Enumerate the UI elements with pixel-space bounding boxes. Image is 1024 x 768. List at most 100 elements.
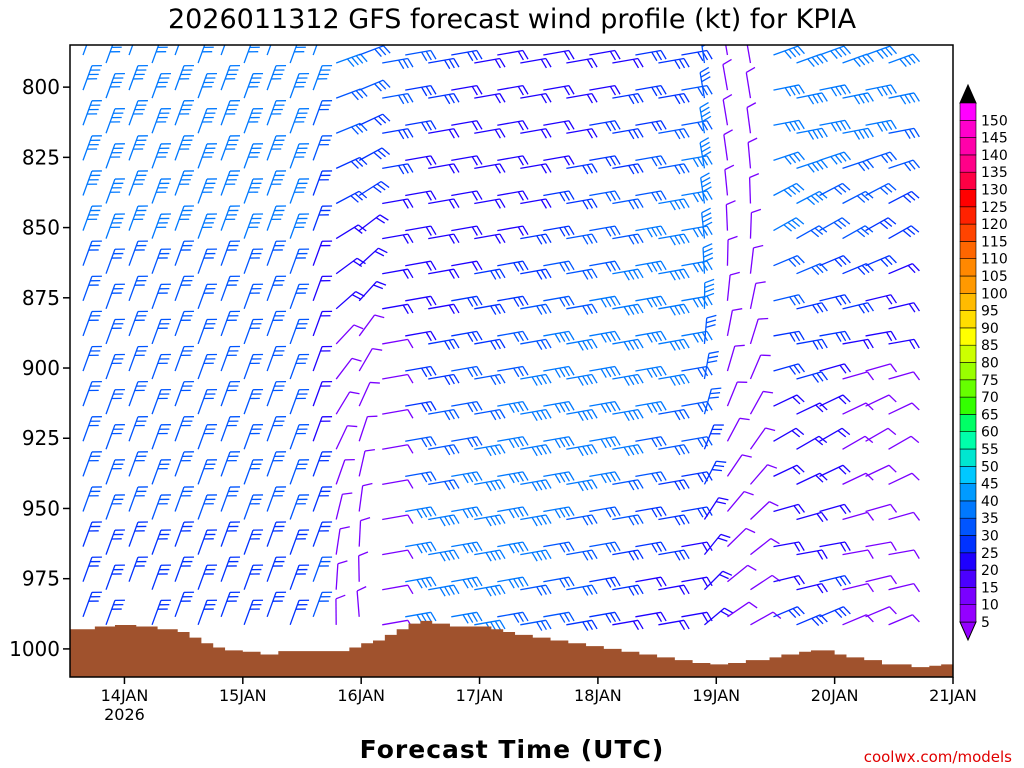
wind-barb <box>726 527 756 548</box>
wind-barb <box>543 155 575 166</box>
wind-barb <box>474 268 506 280</box>
wind-barb <box>382 268 414 279</box>
wind-barb <box>888 614 920 626</box>
wind-barb <box>842 190 874 205</box>
wind-barb <box>589 436 621 449</box>
wind-barb <box>197 213 217 239</box>
wind-barb <box>748 173 760 204</box>
wind-barb <box>612 549 644 561</box>
wind-barb <box>128 205 148 231</box>
colorbar-swatch <box>959 154 977 173</box>
wind-barb <box>428 198 460 209</box>
wind-barb <box>382 57 414 70</box>
wind-barb <box>497 120 529 131</box>
wind-barb <box>105 72 125 99</box>
wind-barb <box>220 416 241 442</box>
wind-barb <box>82 556 102 582</box>
wind-barb <box>335 492 353 520</box>
wind-barb <box>220 310 241 337</box>
wind-barb <box>635 365 667 378</box>
wind-barb <box>289 72 310 99</box>
wind-barb <box>197 178 217 204</box>
wind-barb <box>701 207 713 239</box>
wind-barb <box>819 84 851 97</box>
wind-barb <box>451 295 483 307</box>
wind-barb <box>635 541 667 553</box>
wind-barb <box>174 486 194 512</box>
wind-barb <box>474 373 506 386</box>
wind-barb <box>312 556 333 582</box>
wind-barb <box>312 135 333 161</box>
wind-barb <box>266 64 287 91</box>
wind-barb <box>566 198 598 210</box>
colorbar-label: 30 <box>981 529 999 545</box>
wind-barb <box>865 217 897 232</box>
y-tick-label: 1000 <box>9 637 60 661</box>
wind-barb <box>635 330 667 343</box>
wind-barb <box>865 45 897 59</box>
wind-barb <box>520 584 552 596</box>
wind-barb <box>726 417 750 442</box>
wind-barb <box>749 390 774 415</box>
wind-barb <box>635 401 667 414</box>
wind-barb <box>703 460 727 485</box>
wind-barb <box>681 330 713 343</box>
wind-barb <box>382 584 414 595</box>
x-year-label: 2026 <box>104 705 145 724</box>
wind-barb <box>658 163 690 175</box>
wind-barb <box>289 388 310 415</box>
wind-barb <box>266 205 287 231</box>
wind-barb <box>746 45 752 64</box>
wind-barb <box>335 53 368 67</box>
wind-barb <box>635 436 667 448</box>
wind-barb <box>105 353 125 380</box>
wind-barb <box>888 159 921 172</box>
wind-barb <box>725 45 729 56</box>
wind-barb <box>289 529 310 555</box>
wind-barb <box>566 514 598 526</box>
wind-barb <box>701 45 707 64</box>
wind-barb <box>243 213 264 239</box>
wind-barb <box>842 225 874 240</box>
wind-barb <box>796 127 828 140</box>
wind-barb <box>589 155 621 167</box>
wind-barb <box>312 380 333 407</box>
wind-barb <box>749 244 764 274</box>
colorbar-label: 5 <box>981 615 990 631</box>
wind-barb <box>451 365 483 378</box>
wind-barb <box>543 120 575 131</box>
wind-barb <box>220 521 241 547</box>
wind-barb <box>773 330 805 342</box>
wind-barb <box>888 53 921 67</box>
x-tick-label: 21JAN <box>929 686 977 705</box>
wind-barb <box>612 373 644 386</box>
wind-barb <box>589 506 621 518</box>
wind-barb <box>128 451 148 477</box>
wind-barb <box>289 318 310 345</box>
wind-barb <box>726 381 748 407</box>
wind-barb <box>727 564 757 583</box>
wind-barb <box>358 45 391 58</box>
colorbar-label: 125 <box>981 200 1008 216</box>
colorbar-swatch <box>959 189 977 208</box>
y-tick-label: 975 <box>22 567 60 591</box>
colorbar-swatch <box>959 292 977 311</box>
wind-barb <box>82 275 102 302</box>
wind-barb <box>566 128 598 139</box>
wind-barb <box>358 113 391 126</box>
wind-barb <box>842 472 874 485</box>
wind-barb <box>589 295 621 308</box>
wind-barb <box>266 100 287 126</box>
wind-barb <box>358 551 369 582</box>
wind-barb <box>105 178 125 204</box>
wind-barb <box>842 549 874 559</box>
wind-barb <box>220 45 226 56</box>
wind-barb <box>520 549 552 562</box>
wind-barb <box>266 556 287 582</box>
wind-barb <box>773 541 805 552</box>
wind-barb <box>819 606 851 619</box>
wind-barb <box>703 533 731 556</box>
plot-area <box>69 44 954 678</box>
wind-barb <box>405 401 437 413</box>
colorbar-swatch <box>959 102 977 121</box>
